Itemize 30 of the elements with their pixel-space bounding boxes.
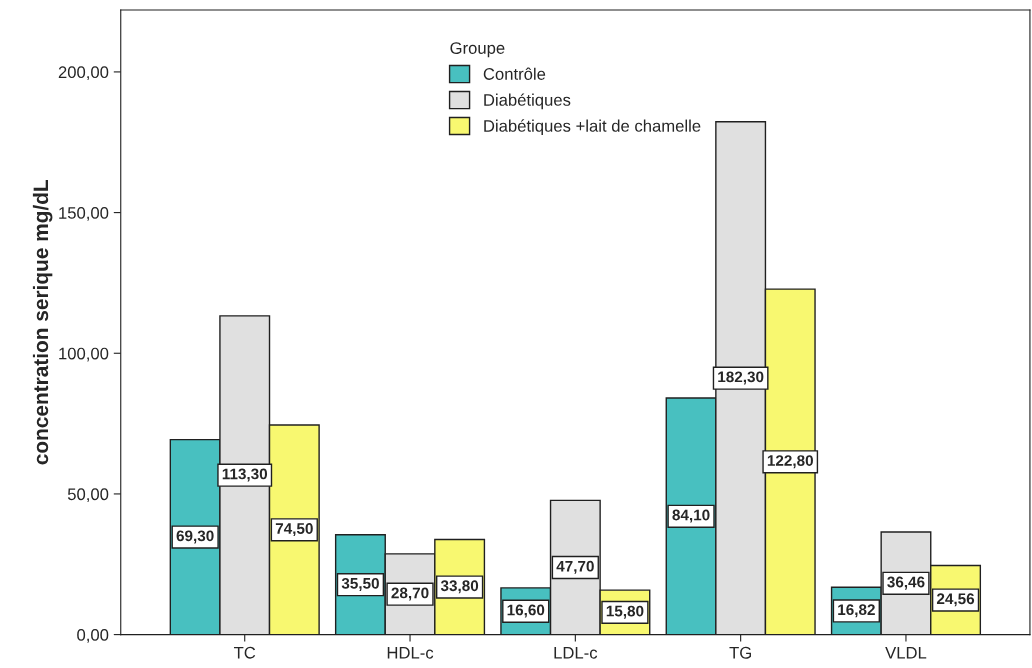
data-label: 182,30 xyxy=(718,371,764,385)
data-label: 33,80 xyxy=(440,580,479,594)
data-label: 84,10 xyxy=(672,509,710,523)
data-label: 113,30 xyxy=(222,468,268,482)
data-label: 24,56 xyxy=(936,593,975,607)
data-label: 15,80 xyxy=(606,605,644,619)
x-tick-label: HDL-c xyxy=(387,647,434,659)
x-tick-label: LDL-c xyxy=(554,647,598,659)
data-label: 69,30 xyxy=(176,530,214,544)
data-label: 122,80 xyxy=(767,455,813,469)
x-tick-label: TG xyxy=(729,646,751,659)
y-tick-label: 200,00 xyxy=(58,66,109,81)
data-label: 36,46 xyxy=(887,576,925,590)
legend-label: Diabétiques +lait de chamelle xyxy=(484,119,701,136)
y-tick-label: 150,00 xyxy=(59,206,109,221)
data-label: 16,82 xyxy=(838,604,875,618)
legend-label: Diabétiques xyxy=(484,93,571,110)
y-axis-title: concentration serique mg/dL xyxy=(32,179,53,465)
data-label: 74,50 xyxy=(275,523,313,537)
legend-title: Groupe xyxy=(450,42,505,58)
y-tick-label: 50,00 xyxy=(67,488,109,503)
y-tick-label: 100,00 xyxy=(59,347,109,362)
data-label: 28,70 xyxy=(391,587,429,601)
x-tick-label: VLDL xyxy=(885,647,927,659)
y-tick-label: 0,00 xyxy=(77,629,109,643)
data-label: 35,50 xyxy=(341,577,379,591)
data-label: 47,70 xyxy=(556,560,594,574)
legend-label: Contrôle xyxy=(483,67,546,80)
data-label: 16,60 xyxy=(507,604,545,618)
x-tick-label: TC xyxy=(233,646,256,659)
